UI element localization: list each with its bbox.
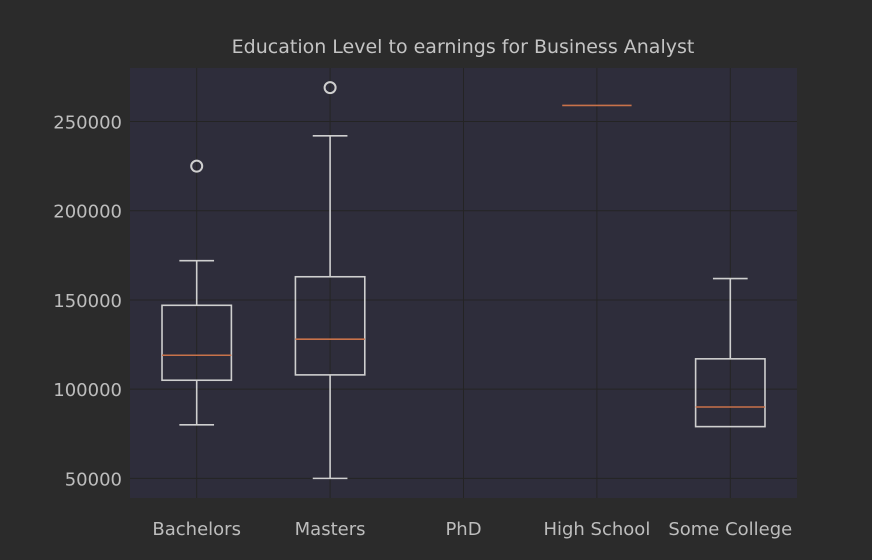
- x-tick-label: High School: [543, 519, 650, 540]
- chart-title: Education Level to earnings for Business…: [232, 36, 695, 58]
- y-tick-label: 100000: [53, 380, 122, 401]
- outlier-point: [323, 81, 337, 95]
- x-tick-label: Some College: [668, 519, 792, 540]
- y-axis-ticks: 50000 100000 150000 200000 250000: [53, 113, 122, 491]
- x-tick-label: PhD: [445, 519, 481, 540]
- box-bachelors: [161, 159, 233, 426]
- y-tick-label: 250000: [53, 113, 122, 134]
- box-some-college: [694, 277, 766, 428]
- y-tick-label: 200000: [53, 202, 122, 223]
- y-tick-label: 150000: [53, 291, 122, 312]
- x-axis-ticks: Bachelors Masters PhD High School Some Colle…: [152, 519, 792, 540]
- box-layer: [161, 81, 766, 480]
- y-tick-label: 50000: [65, 469, 122, 490]
- box-masters: [294, 81, 366, 480]
- x-tick-label: Masters: [295, 519, 366, 540]
- outlier-point: [190, 159, 204, 173]
- x-tick-label: Bachelors: [152, 519, 241, 540]
